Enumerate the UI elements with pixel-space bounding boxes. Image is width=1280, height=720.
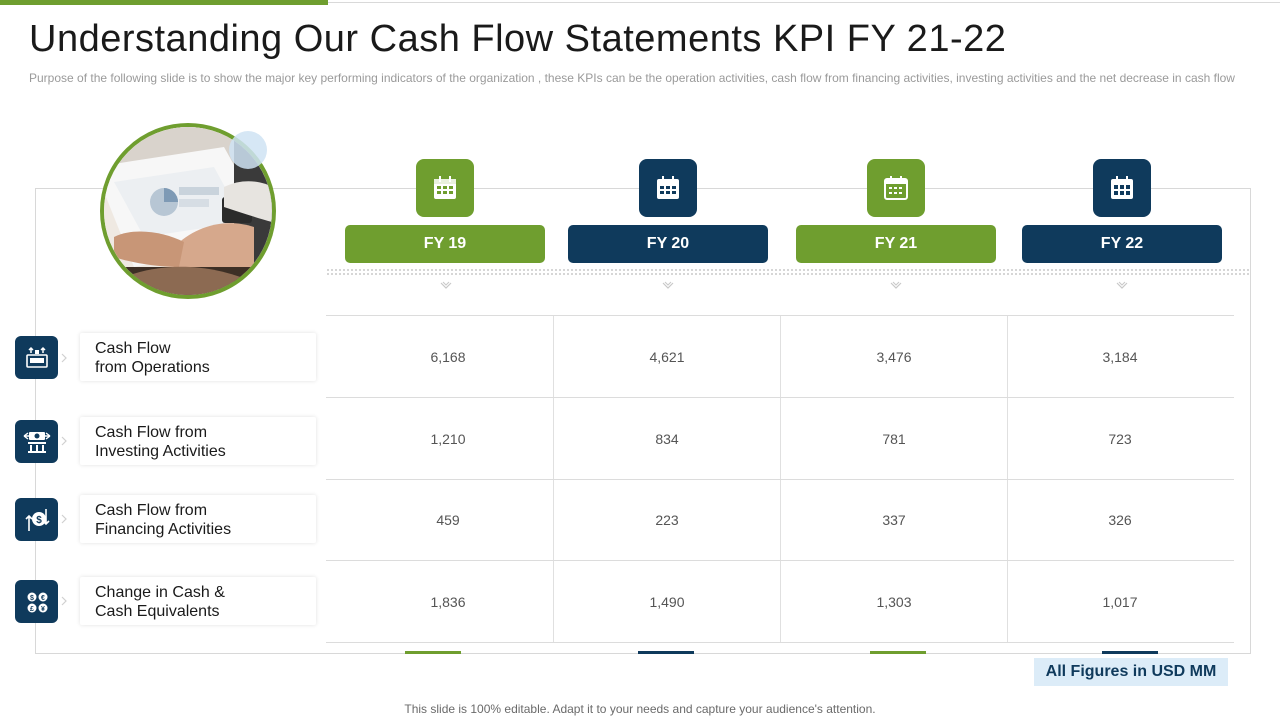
row-label-line1: Cash Flow (95, 340, 171, 357)
row-label-line2: Cash Equivalents (95, 603, 220, 620)
decorative-dot (229, 131, 267, 169)
svg-text:€: € (41, 595, 45, 602)
kpi-table: 6,168 4,621 3,476 3,184 1,210 834 781 72… (326, 315, 1234, 643)
cell-operations-fy22: 3,184 (1102, 349, 1138, 365)
coins-exchange-icon: $ € £ ¥ (15, 580, 58, 623)
row-divider (326, 642, 1234, 643)
row-divider (326, 397, 1234, 398)
row-label-operations: Cash Flow from Operations (80, 333, 316, 381)
column-header-fy20: FY 20 (568, 225, 768, 263)
chevron-right-icon (61, 436, 67, 446)
row-label-investing: Cash Flow from Investing Activities (80, 417, 316, 465)
cell-operations-fy19: 6,168 (430, 349, 466, 365)
row-divider (326, 479, 1234, 480)
top-accent-bar (0, 0, 328, 5)
row-label-line1: Cash Flow from (95, 424, 208, 441)
fy22-calendar-icon (1093, 159, 1151, 217)
chevron-right-icon (61, 353, 67, 363)
cell-financing-fy21: 337 (882, 512, 906, 528)
cell-change-fy21: 1,303 (876, 594, 912, 610)
cell-financing-fy20: 223 (655, 512, 679, 528)
svg-text:¥: ¥ (41, 606, 45, 613)
cell-change-fy19: 1,836 (430, 594, 466, 610)
chevron-down-icon (890, 281, 902, 289)
fy20-calendar-icon (639, 159, 697, 217)
dotted-separator (326, 268, 1250, 276)
cell-investing-fy22: 723 (1108, 431, 1132, 447)
cell-change-fy20: 1,490 (649, 594, 685, 610)
row-label-line2: from Operations (95, 359, 210, 376)
row-label-financing: Cash Flow from Financing Activities (80, 495, 316, 543)
column-footer-accent (638, 651, 694, 654)
cell-change-fy22: 1,017 (1102, 594, 1138, 610)
chevron-right-icon (61, 596, 67, 606)
chevron-right-icon (61, 514, 67, 524)
cell-investing-fy20: 834 (655, 431, 679, 447)
column-header-fy22: FY 22 (1022, 225, 1222, 263)
svg-text:£: £ (30, 606, 34, 613)
column-footer-accent (1102, 651, 1158, 654)
row-label-line1: Cash Flow from (95, 502, 208, 519)
row-label-line1: Change in Cash & (95, 584, 225, 601)
fy19-calendar-icon (416, 159, 474, 217)
chevron-down-icon (440, 281, 452, 289)
cell-financing-fy22: 326 (1108, 512, 1132, 528)
figures-note-badge: All Figures in USD MM (1034, 658, 1228, 686)
cell-financing-fy19: 459 (436, 512, 460, 528)
svg-text:$: $ (36, 515, 42, 526)
column-footer-accent (870, 651, 926, 654)
dollar-arrows-icon: $ (15, 498, 58, 541)
column-footer-accent (405, 651, 461, 654)
row-label-change: Change in Cash & Cash Equivalents (80, 577, 316, 625)
cash-register-icon (15, 336, 58, 379)
cell-operations-fy20: 4,621 (649, 349, 685, 365)
row-label-line2: Investing Activities (95, 443, 226, 460)
footer-note: This slide is 100% editable. Adapt it to… (404, 702, 876, 716)
column-header-fy19: FY 19 (345, 225, 545, 263)
bank-exchange-icon (15, 420, 58, 463)
column-header-fy21: FY 21 (796, 225, 996, 263)
row-divider (326, 560, 1234, 561)
row-label-line2: Financing Activities (95, 521, 232, 538)
svg-text:$: $ (30, 595, 34, 602)
cell-operations-fy21: 3,476 (876, 349, 912, 365)
page-subtitle: Purpose of the following slide is to sho… (29, 71, 1235, 85)
cell-investing-fy21: 781 (882, 431, 906, 447)
chevron-down-icon (662, 281, 674, 289)
page-title: Understanding Our Cash Flow Statements K… (29, 18, 1007, 60)
top-divider (328, 2, 1280, 3)
chevron-down-icon (1116, 281, 1128, 289)
fy21-calendar-icon (867, 159, 925, 217)
cell-investing-fy19: 1,210 (430, 431, 466, 447)
